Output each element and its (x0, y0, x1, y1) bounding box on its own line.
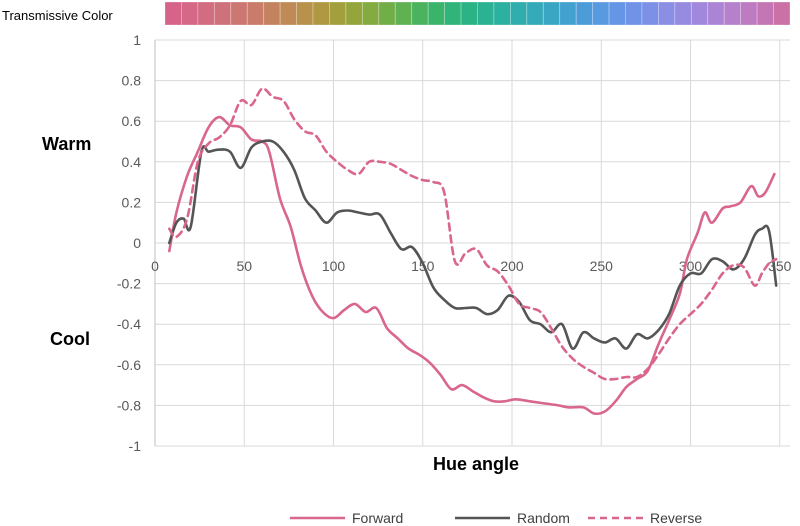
y-tick-label: 0.6 (122, 113, 142, 129)
cool-label: Cool (50, 329, 90, 349)
color-swatch (329, 1, 347, 26)
color-swatch (592, 1, 610, 26)
color-swatch (493, 1, 511, 26)
x-tick-label: 300 (679, 258, 703, 274)
color-swatch (690, 1, 709, 26)
color-swatch (361, 1, 380, 26)
color-swatch (526, 1, 544, 26)
color-swatch (740, 1, 758, 26)
x-axis-title: Hue angle (433, 454, 519, 474)
color-swatch (542, 1, 561, 26)
color-swatch (674, 1, 692, 26)
gridlines (154, 39, 790, 447)
series-line-random (168, 139, 778, 350)
legend-label-forward: Forward (352, 510, 403, 526)
x-tick-label: 350 (768, 258, 792, 274)
color-swatch (246, 1, 265, 26)
color-swatch (164, 1, 182, 26)
y-tick-label: -0.6 (117, 357, 141, 373)
color-swatch (296, 1, 314, 26)
color-swatch (213, 1, 232, 26)
color-swatch (263, 1, 281, 26)
legend-label-random: Random (517, 510, 570, 526)
y-tick-label: -0.4 (117, 316, 141, 332)
color-swatch (444, 1, 462, 26)
x-tick-label: 50 (236, 258, 252, 274)
y-tick-label: -1 (129, 438, 142, 454)
x-tick-label: 0 (151, 258, 159, 274)
color-swatch (509, 1, 528, 26)
x-tick-label: 200 (500, 258, 524, 274)
x-tick-label: 100 (322, 258, 346, 274)
legend-label-reverse: Reverse (650, 510, 702, 526)
series-line-forward (168, 115, 776, 416)
color-swatch (394, 1, 413, 26)
color-swatch (707, 1, 725, 26)
color-swatch (658, 1, 676, 26)
color-swatch (756, 1, 774, 26)
color-swatch (575, 1, 594, 26)
y-tick-label: 0 (133, 235, 141, 251)
color-swatch (723, 1, 742, 26)
color-swatch (641, 1, 659, 26)
color-swatch (411, 1, 429, 26)
y-tick-label: -0.2 (117, 276, 141, 292)
color-swatch (625, 1, 643, 26)
y-tick-label: 0.4 (122, 154, 142, 170)
color-swatch (608, 1, 626, 26)
color-swatch (460, 1, 478, 26)
color-swatch (181, 1, 199, 26)
color-swatch (345, 1, 363, 26)
x-tick-label: 250 (590, 258, 614, 274)
warm-label: Warm (42, 134, 91, 154)
color-swatch (279, 1, 297, 26)
color-swatch (197, 1, 215, 26)
transmissive-color-strip (164, 1, 791, 26)
color-swatch (230, 1, 248, 26)
series-line-reverse (168, 87, 778, 381)
legend: Forward Random Reverse (290, 510, 702, 526)
x-tick-labels: 0 50 100 150 200 250 300 350 (151, 258, 792, 274)
color-strip-title: Transmissive Color (2, 8, 113, 23)
y-tick-label: 0.2 (122, 194, 142, 210)
series-lines (168, 87, 778, 416)
color-swatch (378, 1, 396, 26)
color-swatch (559, 1, 577, 26)
color-swatch (477, 1, 495, 26)
color-swatch (312, 1, 330, 26)
color-swatch (427, 1, 446, 26)
y-tick-label: 1 (133, 32, 141, 48)
color-swatch (773, 1, 791, 26)
y-tick-labels: 1 0.8 0.6 0.4 0.2 0 -0.2 -0.4 -0.6 -0.8 -1 (117, 32, 141, 454)
y-tick-label: 0.8 (122, 73, 142, 89)
y-tick-label: -0.8 (117, 397, 141, 413)
